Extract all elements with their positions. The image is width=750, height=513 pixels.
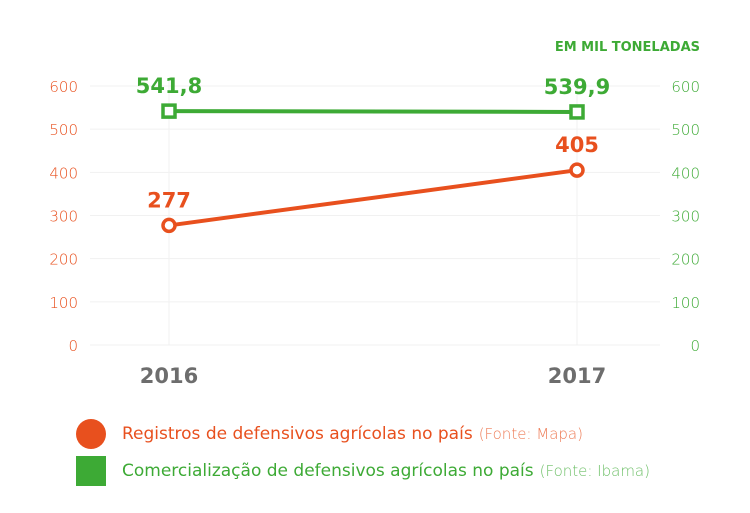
data-label: 405 bbox=[555, 133, 599, 157]
y-right-tick-label: 500 bbox=[671, 121, 700, 139]
legend-label: Comercialização de defensivos agrícolas … bbox=[122, 461, 534, 481]
square-marker-icon bbox=[76, 456, 106, 486]
y-right-tick-label: 300 bbox=[671, 208, 700, 226]
data-label: 539,9 bbox=[544, 75, 610, 99]
data-point-circle bbox=[161, 217, 177, 234]
y-left-tick-label: 400 bbox=[49, 164, 78, 182]
legend-item-registros: Registros de defensivos agrícolas no paí… bbox=[76, 419, 583, 449]
y-right-tick-label: 100 bbox=[671, 294, 700, 312]
data-label: 277 bbox=[147, 188, 191, 212]
y-left-tick-label: 500 bbox=[49, 121, 78, 139]
y-right-tick-label: 0 bbox=[690, 337, 700, 355]
series-line-1 bbox=[168, 109, 578, 114]
y-right-tick-label: 400 bbox=[671, 164, 700, 182]
legend-label: Registros de defensivos agrícolas no paí… bbox=[122, 424, 473, 444]
y-right-tick-label: 600 bbox=[671, 78, 700, 96]
y-left-tick-label: 600 bbox=[49, 78, 78, 96]
legend-source: (Fonte: Ibama) bbox=[539, 462, 650, 480]
legend-item-comercializacao: Comercialização de defensivos agrícolas … bbox=[76, 456, 650, 486]
data-point-circle bbox=[569, 162, 585, 178]
legend-source: (Fonte: Mapa) bbox=[478, 425, 583, 443]
x-tick-label: 2017 bbox=[548, 364, 606, 388]
y-left-tick-label: 0 bbox=[68, 337, 78, 355]
y-left-tick-label: 300 bbox=[49, 208, 78, 226]
y-right-tick-label: 200 bbox=[671, 251, 700, 269]
series-line-0 bbox=[168, 168, 578, 228]
circle-marker-icon bbox=[76, 419, 106, 449]
data-point-square bbox=[161, 103, 177, 119]
y-left-tick-label: 100 bbox=[49, 294, 78, 312]
data-point-square bbox=[569, 104, 585, 120]
x-tick-label: 2016 bbox=[140, 364, 198, 388]
y-left-tick-label: 200 bbox=[49, 251, 78, 269]
data-label: 541,8 bbox=[136, 74, 202, 98]
unit-label: EM MIL TONELADAS bbox=[554, 40, 700, 55]
